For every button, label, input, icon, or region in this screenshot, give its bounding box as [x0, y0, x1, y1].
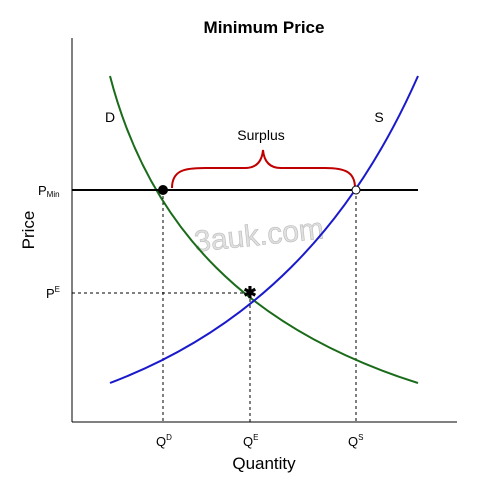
label-sup: E: [253, 433, 258, 442]
p-min-label: PMin: [38, 183, 60, 199]
p-e-label: PE: [46, 285, 60, 301]
surplus-brace: [171, 149, 356, 189]
x-axis-label: Quantity: [232, 454, 296, 473]
label-sup: S: [358, 433, 363, 442]
supply-curve: [109, 75, 419, 384]
q-d-label: QD: [156, 433, 172, 449]
title: Minimum Price: [204, 18, 325, 37]
surplus-label: Surplus: [237, 127, 284, 143]
demand-label: D: [105, 109, 115, 125]
equilibrium-point: ✱: [243, 285, 256, 302]
q-e-label: QE: [243, 433, 258, 449]
q-s-label: QS: [348, 433, 363, 449]
label-sup: E: [55, 285, 60, 294]
supply-point: [351, 185, 361, 195]
label-base: Q: [156, 434, 166, 449]
label-base: Q: [348, 434, 358, 449]
label-base: P: [46, 286, 55, 301]
label-base: P: [38, 183, 47, 198]
label-sup: D: [166, 433, 172, 442]
label-sub: Min: [47, 190, 60, 199]
demand-point: [158, 185, 168, 195]
y-axis-label: Price: [19, 211, 38, 250]
guides: [72, 190, 357, 422]
demand-curve: [109, 75, 419, 384]
supply-label: S: [374, 109, 383, 125]
label-base: Q: [243, 434, 253, 449]
